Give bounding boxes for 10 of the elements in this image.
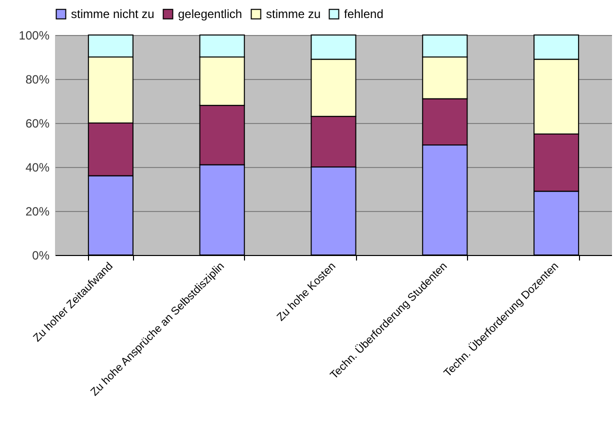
legend-label: stimme nicht zu [71, 7, 154, 22]
legend-label: fehlend [344, 7, 384, 22]
y-tick-label: 100% [18, 28, 50, 42]
y-tick-label: 0% [32, 248, 50, 262]
y-tick-label: 80% [25, 72, 50, 86]
legend-label: stimme zu [266, 7, 321, 22]
y-tick-label: 20% [25, 204, 50, 218]
y-tick-label: 60% [25, 116, 50, 130]
legend-label: gelegentlich [178, 7, 242, 22]
y-tick-label: 40% [25, 160, 50, 174]
